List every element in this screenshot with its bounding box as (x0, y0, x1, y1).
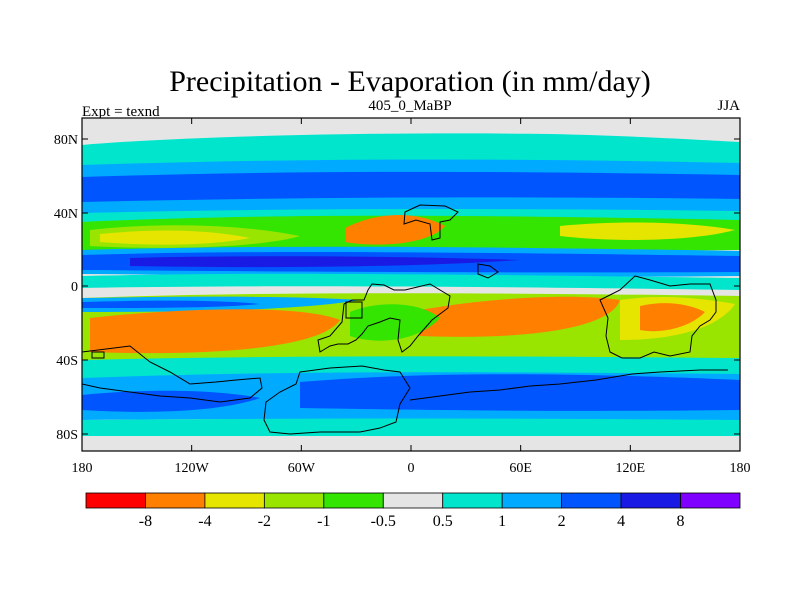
dry-patch-south-atlantic (420, 296, 620, 337)
dry-patch-mediterranean (345, 215, 445, 245)
x-tick-label: 120W (175, 461, 210, 476)
colorbar-swatch (204, 492, 265, 509)
colorbar-label: 4 (617, 513, 625, 530)
x-tick-label: 180 (72, 461, 93, 476)
coastline-south-west (82, 345, 263, 403)
colorbar-label: 2 (558, 513, 566, 530)
coastline-small-island (477, 263, 499, 279)
colorbar-swatch (323, 492, 384, 509)
colorbar-label: 1 (498, 513, 506, 530)
colorbar-label: -2 (258, 513, 271, 530)
coastline-asia (599, 275, 717, 359)
coastline-africa (317, 283, 451, 353)
season-label: JJA (717, 98, 740, 114)
colorbar-label: 0.5 (433, 513, 453, 530)
coastline-island (345, 301, 363, 319)
x-tick-label: 0 (408, 461, 415, 476)
colorbar-label: -1 (317, 513, 330, 530)
main-title: Precipitation - Evaporation (in mm/day) (169, 65, 651, 98)
colorbar-labels: -8 -4 -2 -1 -0.5 0.5 1 2 4 8 (139, 513, 685, 530)
band-north-polar (82, 133, 740, 166)
colorbar-swatch (620, 492, 681, 509)
colorbar-label: -0.5 (371, 513, 396, 530)
experiment-label: Expt = texnd (82, 104, 160, 120)
dry-patch-south-pacific (90, 309, 340, 354)
y-tick-label: 40N (54, 207, 78, 222)
colorbar-swatch (442, 492, 503, 509)
colorbar-swatch (382, 492, 444, 509)
colorbar-swatch (501, 492, 563, 509)
x-tick-label: 60W (288, 461, 316, 476)
band-storm-track-north (82, 171, 740, 203)
colorbar-swatch (145, 492, 206, 509)
coastline-south-east (409, 369, 728, 401)
colorbar-label: -4 (198, 513, 211, 530)
y-tick-label: 40S (56, 354, 78, 369)
y-tick-label: 80N (54, 133, 78, 148)
coastline-europe (403, 204, 459, 241)
y-axis: 80N 40N 0 40S 80S (54, 133, 740, 443)
y-tick-label: 0 (71, 280, 78, 295)
y-tick-label: 80S (56, 428, 78, 443)
x-tick-label: 120E (616, 461, 646, 476)
x-axis: 180 120W 60W 0 60E 120E 180 (72, 118, 751, 476)
colorbar-swatch (561, 492, 622, 509)
colorbar-swatch (85, 492, 146, 509)
precip-evap-field (82, 118, 740, 451)
colorbar-label: -8 (139, 513, 152, 530)
coastline-islet (91, 351, 105, 359)
colorbar (85, 492, 741, 509)
coastlines (82, 204, 728, 435)
coastline-south-center (263, 365, 411, 435)
colorbar-swatch (680, 492, 741, 509)
x-tick-label: 180 (730, 461, 751, 476)
colorbar-swatch (263, 492, 325, 509)
x-tick-label: 60E (509, 461, 532, 476)
subtitle: 405_0_MaBP (368, 98, 451, 114)
colorbar-label: 8 (677, 513, 685, 530)
